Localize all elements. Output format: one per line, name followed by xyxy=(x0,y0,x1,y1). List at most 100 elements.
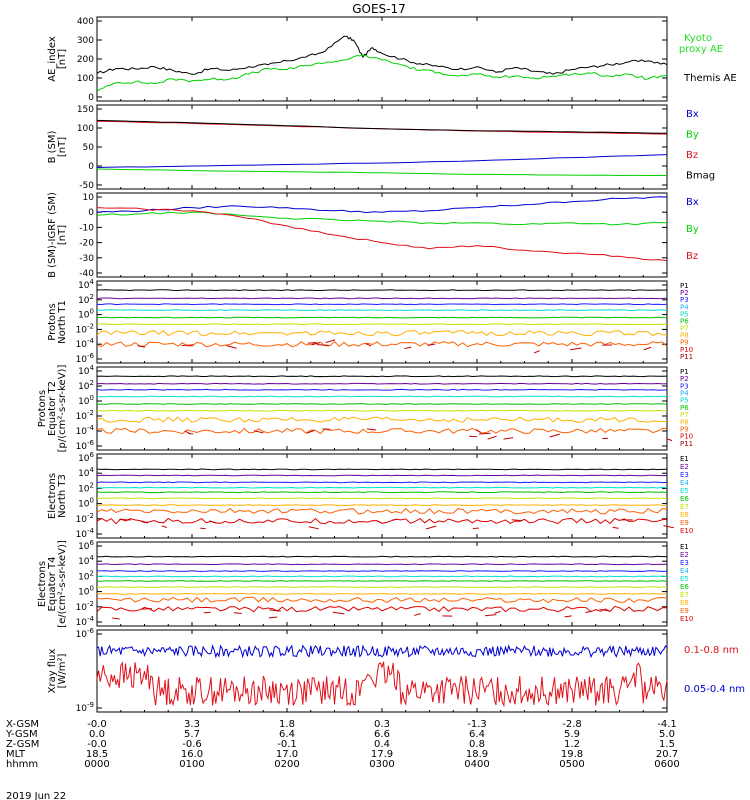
en-legend-E1: E1 xyxy=(680,455,689,463)
en-ytick-label: 104 xyxy=(78,466,94,479)
pn-legend-P10: P10 xyxy=(680,346,693,354)
pe-ytick-label: 100 xyxy=(78,394,94,407)
ae-ytick-label: 0 xyxy=(88,93,94,103)
pn-fragment xyxy=(365,343,372,347)
bigrf-legend-Bx: Bx xyxy=(686,197,699,208)
bsm-series-1 xyxy=(96,168,667,177)
en-fragment xyxy=(511,519,523,522)
ee-fragment xyxy=(564,615,572,618)
en-ytick-label: 100 xyxy=(78,497,94,510)
xaxis-value: -0.6 xyxy=(182,739,202,750)
en-legend-E4: E4 xyxy=(680,479,689,487)
pe-fragment xyxy=(253,430,264,434)
en-frame xyxy=(96,453,668,539)
bigrf-frame xyxy=(96,192,668,278)
bsm-frame xyxy=(96,104,668,190)
en-fragment xyxy=(119,518,131,521)
bsm-ylabel: B (SM) xyxy=(47,130,58,163)
en-legend-E6: E6 xyxy=(680,495,689,503)
ee-legend-E4: E4 xyxy=(680,567,689,575)
pe-ytick-label: 10-2 xyxy=(76,409,94,422)
pe-legend-P9: P9 xyxy=(680,425,689,433)
pn-legend-P6: P6 xyxy=(680,317,689,325)
xray-series-1 xyxy=(96,643,668,659)
en-fragment xyxy=(209,520,217,524)
en-fragment xyxy=(612,526,619,529)
bsm-series-3 xyxy=(96,119,668,134)
bsm-legend-Bz: Bz xyxy=(686,150,698,161)
ae-ytick-label: 200 xyxy=(77,55,94,65)
en-channel-3 xyxy=(96,486,668,489)
pe-fragment xyxy=(306,430,315,434)
bigrf-series-1 xyxy=(96,211,668,226)
pn-channel-0 xyxy=(97,289,668,292)
xaxis-value: 0300 xyxy=(369,759,394,770)
xaxis-row-label: MLT xyxy=(6,749,26,760)
ee-legend-E9: E9 xyxy=(680,607,689,615)
en-channel-0 xyxy=(96,468,668,471)
pn-fragment xyxy=(316,344,329,346)
xaxis-value: 1.5 xyxy=(659,739,675,750)
bsm-ytick-label: 50 xyxy=(83,143,95,153)
pe-frame xyxy=(96,366,668,451)
xaxis-value: 0400 xyxy=(464,759,489,770)
en-channel-4 xyxy=(96,491,668,494)
en-channel-1 xyxy=(96,474,668,477)
xaxis-row-label: Y-GSM xyxy=(5,729,38,740)
xaxis-value: -0.0 xyxy=(87,739,107,750)
ae-legend-proxy: proxy AE xyxy=(679,44,723,55)
bsm-legend-By: By xyxy=(686,130,699,141)
pn-channel-2 xyxy=(96,303,668,306)
xaxis-value: 0.0 xyxy=(89,729,105,740)
ee-frame xyxy=(96,541,668,627)
pe-fragment xyxy=(487,435,497,440)
en-legend-E2: E2 xyxy=(680,463,689,471)
xaxis-row-label: X-GSM xyxy=(6,719,39,730)
xaxis-value: 0200 xyxy=(274,759,299,770)
pn-channel-5 xyxy=(96,323,668,326)
xray-legend-short: 0.05-0.4 nm xyxy=(684,684,745,695)
xaxis-value: 18.9 xyxy=(466,749,488,760)
pe-ylabel: Protons xyxy=(37,390,48,427)
en-legend-E10: E10 xyxy=(680,527,693,535)
en-channel-2 xyxy=(96,481,668,484)
xaxis-value: 1.8 xyxy=(279,719,295,730)
ee-channel-0 xyxy=(97,555,667,558)
pn-fragment xyxy=(404,346,412,350)
pn-fragment xyxy=(570,347,582,351)
xaxis-value: 6.4 xyxy=(469,729,485,740)
ee-legend-E8: E8 xyxy=(680,599,689,607)
xray-ytick-label: 10-6 xyxy=(76,627,95,640)
ee-channel-5 xyxy=(96,586,668,588)
ee-fragment xyxy=(484,614,497,617)
bigrf-ytick-label: -30 xyxy=(79,254,94,264)
pe-ytick-label: 10-6 xyxy=(76,439,95,452)
pn-ytick-label: 10-4 xyxy=(76,337,95,350)
pe-channel-3 xyxy=(96,395,668,398)
pe-fragment xyxy=(479,432,491,435)
pn-legend-P2: P2 xyxy=(680,289,689,297)
ee-fragment xyxy=(268,616,278,619)
pe-legend-P10: P10 xyxy=(680,433,693,441)
en-fragment xyxy=(663,525,674,529)
ae-legend-themis: Themis AE xyxy=(683,73,737,84)
ee-ytick-label: 100 xyxy=(78,585,94,598)
ee-ytick-label: 104 xyxy=(78,554,94,567)
pn-legend-P7: P7 xyxy=(680,325,689,333)
xaxis-value: 16.0 xyxy=(181,749,203,760)
pe-legend-P3: P3 xyxy=(680,382,689,390)
pn-channel-3 xyxy=(96,309,668,312)
ee-channel-6 xyxy=(96,592,668,595)
bsm-ytick-label: 150 xyxy=(77,105,94,115)
ee-ylabel: Electrons xyxy=(37,561,48,607)
bigrf-ytick-label: -10 xyxy=(79,223,94,233)
ee-legend-E3: E3 xyxy=(680,559,689,567)
pe-fragment xyxy=(503,437,514,440)
ee-channel-7 xyxy=(96,596,668,604)
pn-fragment xyxy=(137,345,146,348)
bsm-ytick-label: 0 xyxy=(88,162,94,172)
en-legend-E7: E7 xyxy=(680,503,689,511)
xray-frame xyxy=(96,629,668,713)
pe-legend-P1: P1 xyxy=(680,368,689,376)
